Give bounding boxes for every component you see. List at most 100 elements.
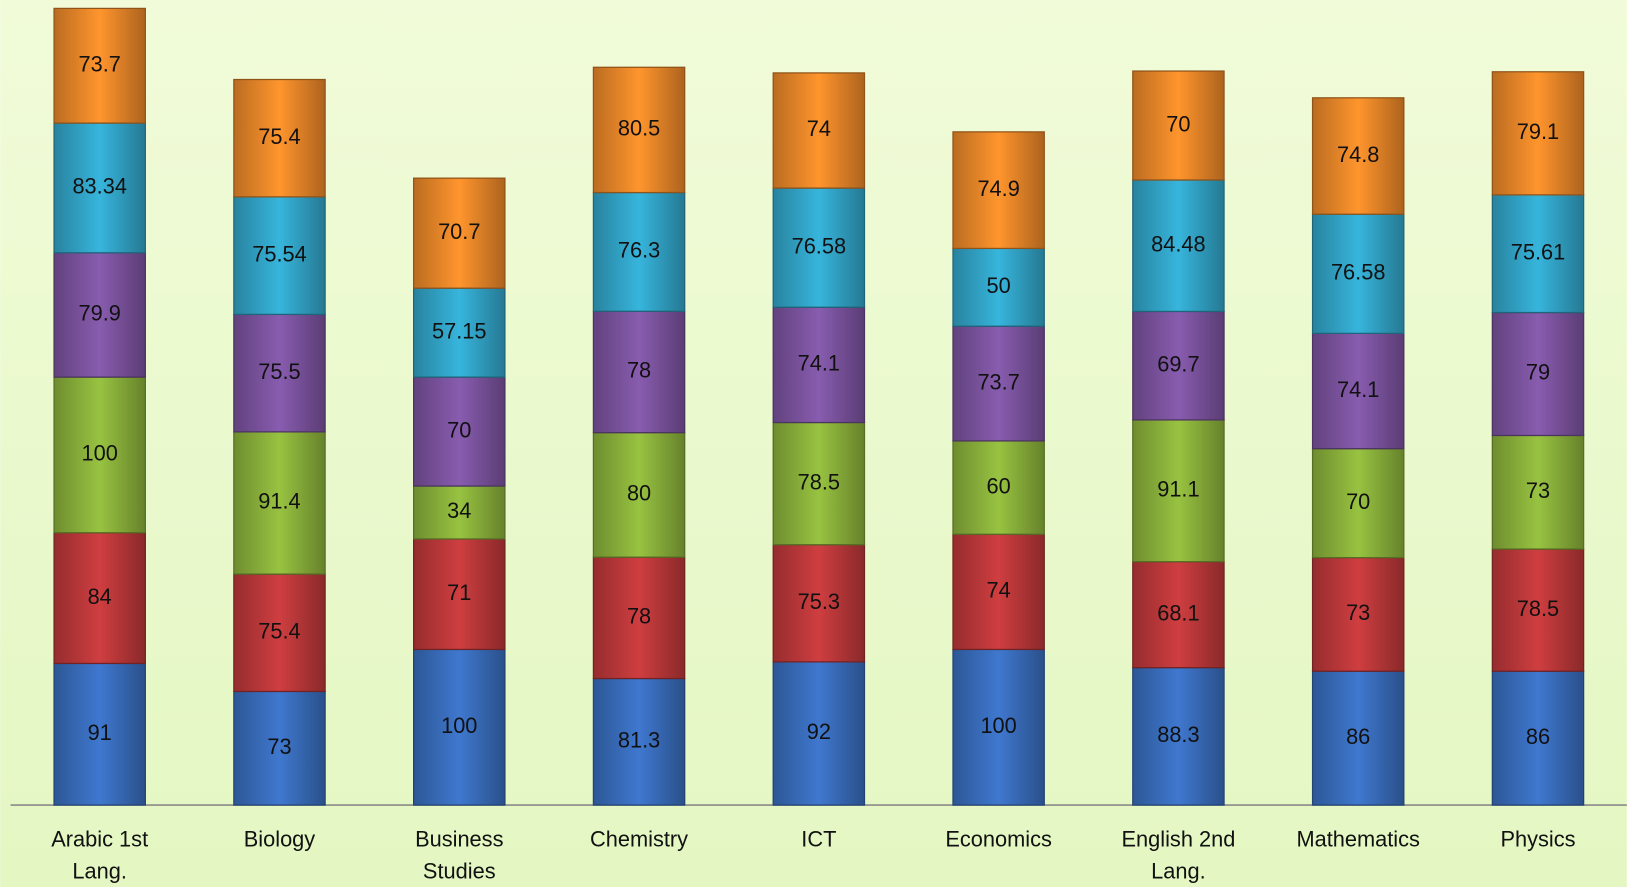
data-label: 74.8 [1337,142,1379,167]
bar-segment [1132,310,1225,421]
data-label: 73.7 [977,369,1019,394]
x-tick-label: Chemistry [590,827,689,852]
bar-segment [1132,667,1225,806]
bar-segment [772,72,866,189]
data-label: 76.58 [1331,260,1385,285]
bar-segment [772,421,866,546]
bar-segment [53,7,146,124]
bar-segment [53,376,146,534]
data-label: 71 [447,580,471,605]
data-label: 74.1 [1337,377,1379,402]
data-label: 79.1 [1517,119,1559,144]
bar-segment [592,310,686,434]
data-label: 68.1 [1157,600,1199,625]
x-label-box: Mathematics [1296,827,1420,852]
bar-segment [233,690,326,806]
x-label-box: English 2nd Lang. [1121,828,1235,884]
data-label: 70 [1166,111,1190,136]
data-label: 79 [1526,360,1550,385]
data-label: 91.1 [1157,477,1199,502]
bar-segment [233,573,326,693]
bar-segment [1491,194,1585,314]
bar-segment [772,306,866,424]
bar-segment [413,287,506,378]
bar-segment [1311,97,1405,215]
bar-segment [413,177,506,289]
data-label: 74 [987,578,1011,603]
x-tick-label: Economics [945,827,1052,852]
data-label: 78 [627,604,651,629]
data-label: 75.5 [258,359,300,384]
bar-segment [1132,70,1225,181]
bar-segment [1132,419,1225,563]
data-label: 69.7 [1157,351,1199,376]
x-label-box: Physics [1500,828,1575,852]
data-label: 74.1 [798,351,840,376]
data-label: 70 [447,417,471,442]
x-label-box: Economics [945,827,1052,852]
data-label: 73 [1526,478,1550,503]
bar-segment [1491,71,1585,196]
data-label: 76.58 [792,233,846,258]
bar-segment [952,247,1045,327]
bar-segment [53,662,146,806]
bar-segment [592,556,686,680]
data-label: 34 [447,498,471,523]
bar-segment [592,677,686,806]
bar-segment [53,122,146,254]
data-label: 76.3 [618,238,660,263]
bar-segment [53,252,146,378]
bar-segment [1311,332,1405,450]
data-label: 92 [807,719,831,744]
bar-segment [413,648,506,806]
data-label: 80 [627,481,651,506]
bar-segment [1132,179,1225,313]
bar-segment [233,196,326,316]
x-label-box: Biology [244,828,315,852]
x-label-box: Chemistry [590,827,689,852]
data-label: 78 [627,358,651,383]
data-label: 83.34 [72,174,126,199]
data-label: 78.5 [798,469,840,494]
bar-segment [233,431,326,575]
x-tick-label: ICT [801,827,837,852]
data-label: 91 [88,720,112,745]
bar-segment [1491,670,1585,806]
bar-segment [233,78,326,198]
data-label: 57.15 [432,318,486,343]
data-label: 78.5 [1517,596,1559,621]
data-label: 75.54 [252,241,306,266]
x-tick-label: Mathematics [1296,827,1420,852]
data-label: 80.5 [618,116,660,141]
data-label: 70.7 [438,219,480,244]
bar-segment [952,440,1045,535]
data-label: 75.61 [1511,239,1565,264]
data-label: 75.4 [258,124,300,149]
data-label: 74.9 [977,176,1019,201]
bar-segment [592,432,686,558]
bar-segment [772,544,866,663]
x-label-box: Arabic 1st Lang. [51,828,148,884]
bar-segment [1311,448,1405,559]
bar-segment [952,131,1045,250]
bar-segment [1311,213,1405,334]
data-label: 100 [980,713,1016,738]
x-label-box: ICT [801,827,837,852]
data-label: 75.4 [258,619,300,644]
data-label: 50 [987,273,1011,298]
data-label: 73 [267,734,291,759]
data-label: 100 [82,441,118,466]
data-label: 86 [1526,724,1550,749]
bar-segment [413,376,506,487]
data-label: 73 [1346,600,1370,625]
x-tick-label: Business Studies [415,827,504,884]
bar-segment [592,66,686,194]
data-label: 73.7 [79,51,121,76]
data-label: 86 [1346,724,1370,749]
bar-segment [952,325,1045,442]
data-label: 70 [1346,489,1370,514]
bar-segment [1132,561,1225,669]
data-label: 88.3 [1157,722,1199,747]
data-label: 84.48 [1151,231,1205,256]
